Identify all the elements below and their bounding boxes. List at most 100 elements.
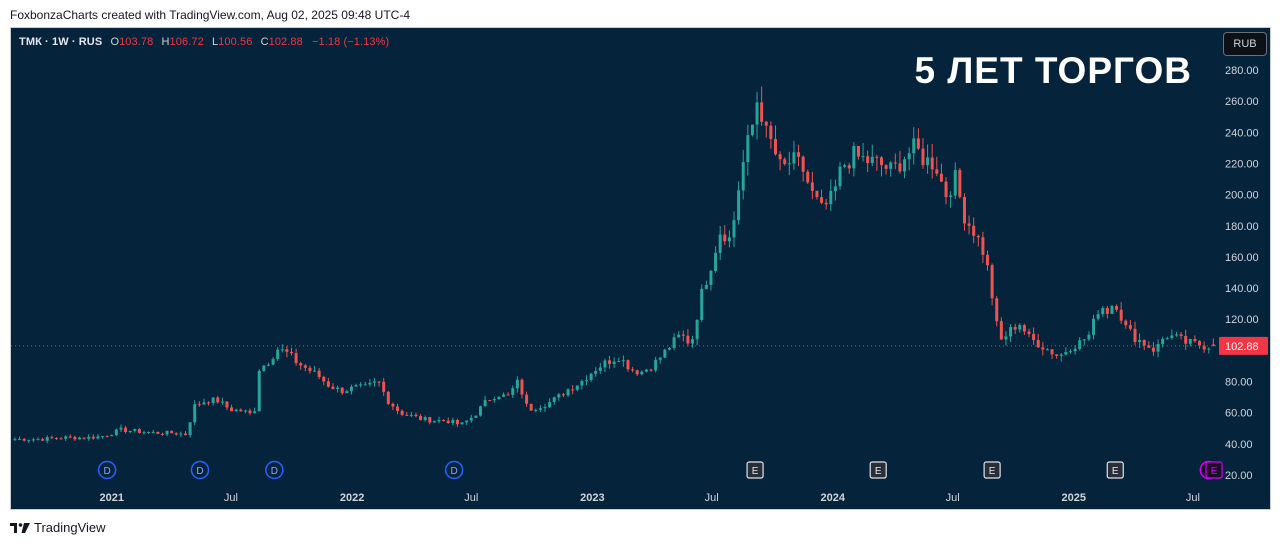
candle-body — [1092, 318, 1096, 335]
candle-body — [801, 156, 805, 172]
candle-body — [179, 433, 183, 435]
dividend-marker[interactable] — [444, 460, 464, 480]
candle-body — [1004, 336, 1008, 340]
candle-body — [764, 121, 768, 126]
candle-body — [91, 436, 95, 439]
dividend-marker[interactable] — [190, 460, 210, 480]
candle-body — [391, 403, 395, 407]
candle-body — [1032, 333, 1036, 340]
y-tick-label: 40.00 — [1225, 439, 1253, 451]
candle-body — [313, 370, 317, 372]
candle-body — [114, 429, 118, 436]
x-tick-label: 2021 — [100, 492, 124, 504]
earnings-marker-label: E — [1211, 466, 1218, 477]
candle-body — [695, 320, 699, 340]
earnings-marker[interactable] — [869, 461, 887, 479]
candle-body — [760, 102, 764, 122]
candle-body — [972, 225, 976, 236]
candle-body — [133, 429, 137, 431]
candle-body — [349, 386, 353, 392]
candle-body — [271, 359, 275, 365]
earnings-marker[interactable] — [746, 461, 764, 479]
symbol-label[interactable]: ТМК · 1W · RUS — [19, 36, 103, 48]
candle-body — [552, 397, 556, 402]
candle-body — [142, 432, 146, 434]
candle-body — [810, 182, 814, 191]
candle-body — [1142, 340, 1146, 346]
candle-body — [773, 138, 777, 155]
candle-body — [174, 433, 178, 435]
dividend-marker[interactable] — [265, 460, 284, 480]
candle-body — [317, 370, 321, 377]
candle-body — [534, 409, 538, 411]
candle-body — [746, 135, 750, 163]
earnings-marker-label: E — [875, 466, 882, 477]
candle-body — [359, 384, 363, 386]
candle-body — [1078, 340, 1082, 349]
price-chart[interactable]: 280.00 260.00 240.00 220.00 200.00 180.00 160.… — [11, 28, 1270, 509]
candle-body — [202, 402, 206, 405]
candle-body — [1161, 339, 1165, 345]
candle-body — [1013, 326, 1017, 330]
low-value: 100.56 — [218, 36, 253, 48]
candle-body — [414, 414, 418, 417]
chart-header: FoxbonzaCharts created with TradingView.… — [10, 8, 411, 22]
candle-body — [1128, 325, 1132, 329]
candle-body — [700, 288, 704, 321]
candle-body — [423, 417, 427, 421]
dividend-marker[interactable] — [97, 460, 117, 480]
candle-body — [1207, 348, 1211, 350]
candle-body — [1105, 307, 1109, 314]
candle-body — [151, 431, 155, 433]
currency-badge[interactable]: RUB — [1223, 32, 1267, 56]
candle-body — [926, 157, 930, 166]
earnings-marker-label: E — [1112, 466, 1119, 477]
candle-body — [1096, 314, 1100, 319]
candle-body — [497, 396, 501, 400]
y-tick-label: 220.00 — [1225, 158, 1259, 170]
chart-panel[interactable]: 280.00 260.00 240.00 220.00 200.00 180.00 160.… — [10, 27, 1271, 510]
candle-body — [432, 421, 436, 423]
candle-body — [363, 384, 367, 386]
last-price-badge — [1219, 336, 1268, 355]
candle-body — [211, 397, 215, 403]
candle-body — [866, 156, 870, 164]
candle-body — [45, 437, 49, 441]
candle-body — [128, 430, 132, 432]
candle-body — [234, 409, 238, 412]
candle-body — [73, 436, 77, 440]
candle-body — [13, 439, 17, 441]
candle-body — [147, 432, 151, 434]
candle-body — [930, 157, 934, 170]
tradingview-logo-icon — [10, 522, 30, 533]
candle-body — [1036, 339, 1040, 348]
candle-body — [907, 153, 911, 160]
candle-body — [488, 400, 492, 402]
candle-body — [1119, 309, 1123, 321]
candle-body — [225, 401, 229, 408]
candle-body — [852, 145, 856, 169]
candle-body — [483, 400, 487, 407]
candle-body — [686, 335, 690, 344]
candle-body — [460, 422, 464, 425]
earnings-marker[interactable] — [983, 461, 1001, 479]
candle-body — [1156, 344, 1160, 352]
earnings-marker[interactable] — [1106, 461, 1124, 479]
dividend-marker-label: D — [451, 466, 458, 477]
candle-body — [50, 437, 54, 439]
x-tick-label: 2023 — [580, 492, 604, 504]
candle-body — [603, 360, 607, 368]
candle-body — [976, 235, 980, 238]
y-tick-label: 240.00 — [1225, 127, 1259, 139]
candle-body — [160, 433, 164, 435]
candle-body — [529, 403, 533, 411]
candle-body — [36, 439, 40, 441]
earnings-marker-label: E — [752, 466, 759, 477]
candle-body — [999, 321, 1003, 340]
candle-body — [916, 138, 920, 149]
candle-body — [1174, 334, 1178, 336]
earnings-marker[interactable] — [1205, 461, 1223, 479]
candle-body — [22, 438, 26, 441]
candle-body — [331, 386, 335, 390]
candle-body — [428, 417, 432, 423]
